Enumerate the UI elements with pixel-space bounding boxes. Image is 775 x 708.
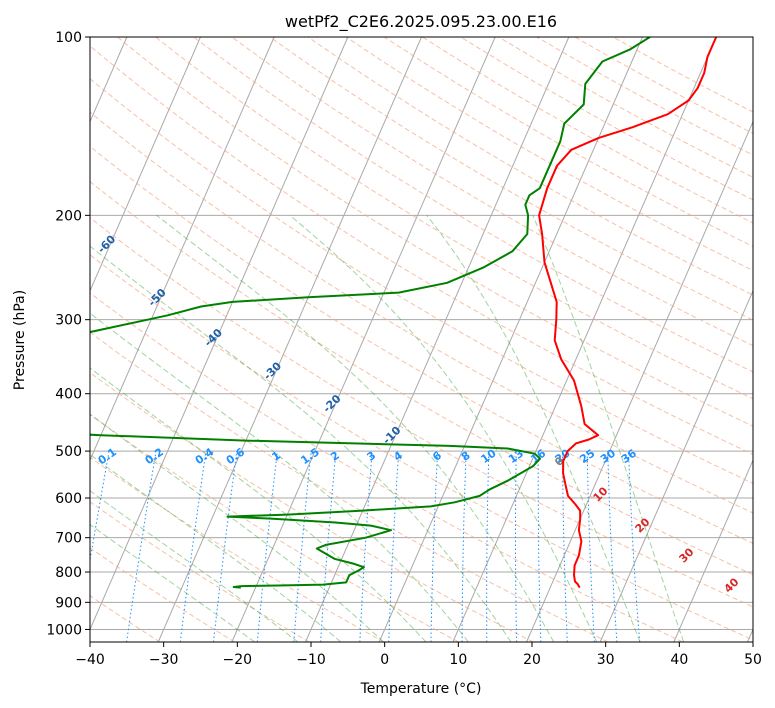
dry-adiabat-line <box>193 37 753 373</box>
dry-adiabat-line <box>117 37 753 427</box>
moist-adiabat-line <box>90 490 299 642</box>
dewpoint-profile-line <box>90 37 651 589</box>
x-tick-label: 20 <box>523 652 541 668</box>
dry-adiabat-line <box>90 413 459 642</box>
isotherm-line <box>673 458 753 642</box>
x-tick-label: 10 <box>449 652 467 668</box>
y-tick-label: 900 <box>55 595 82 611</box>
moist-adiabat-line <box>90 413 384 642</box>
moist-adiabat-line <box>426 214 641 642</box>
mixing-ratio-line <box>179 451 207 642</box>
mixing-ratio-line <box>256 451 278 642</box>
x-axis-title: Temperature (°C) <box>360 681 482 697</box>
moist-adiabat-line <box>90 312 469 642</box>
moist-adiabat-line <box>90 245 512 642</box>
x-tick-label: −20 <box>223 652 253 668</box>
isotherm-line <box>526 120 753 642</box>
dry-adiabat-line <box>90 145 753 544</box>
dry-adiabat-line <box>90 501 310 642</box>
x-tick-label: 30 <box>597 652 615 668</box>
y-tick-label: 100 <box>55 30 82 46</box>
isotherm-line <box>231 37 496 642</box>
dry-adiabat-line <box>90 292 684 642</box>
temperature-profile-line <box>538 37 718 589</box>
dry-adiabat-line <box>90 254 753 641</box>
isotherm-line <box>90 37 275 462</box>
y-tick-label: 400 <box>55 387 82 403</box>
y-tick-label: 300 <box>55 313 82 329</box>
dry-adiabat-line <box>90 181 753 576</box>
y-tick-label: 800 <box>55 565 82 581</box>
plot-frame <box>89 36 754 643</box>
dry-adiabat-line <box>90 371 534 642</box>
x-tick-label: −40 <box>75 652 105 668</box>
y-tick-label: 600 <box>55 491 82 507</box>
isotherm-line <box>599 289 753 642</box>
moist-adiabat-line <box>90 453 342 642</box>
x-tick-label: 40 <box>670 652 688 668</box>
mixing-ratio-line <box>320 451 337 642</box>
moist-adiabat-line <box>90 523 255 642</box>
background-lines <box>90 37 753 642</box>
moist-adiabat-line <box>532 215 685 642</box>
dry-adiabat-line <box>90 595 161 642</box>
isotherm-line <box>157 37 422 642</box>
mixing-ratio-line <box>126 451 157 642</box>
profile-series <box>90 37 718 589</box>
x-tick-label: 0 <box>380 652 389 668</box>
isotherm-line <box>90 37 349 631</box>
mixing-ratio-line <box>293 451 312 642</box>
y-tick-label: 700 <box>55 531 82 547</box>
chart-title: wetPf2_C2E6.2025.095.23.00.E16 <box>285 12 557 32</box>
axis-ticks: −40 −30 −20 −10 0 10 20 30 40 50 100 200 300 400 500 60… <box>46 30 762 668</box>
moist-adiabat-line <box>90 367 427 642</box>
moist-adiabat-line <box>289 214 598 642</box>
dry-adiabat-line <box>90 456 385 642</box>
y-tick-label: 1000 <box>46 622 82 638</box>
dry-adiabat-line <box>90 111 753 514</box>
moist-adiabat-line <box>156 214 555 642</box>
y-tick-label: 200 <box>55 208 82 224</box>
x-tick-label: −30 <box>149 652 179 668</box>
dry-adiabat-line <box>155 37 753 400</box>
y-axis-title: Pressure (hPa) <box>12 290 28 390</box>
isotherm-line <box>90 37 201 293</box>
x-tick-label: 50 <box>744 652 762 668</box>
mixing-ratio-line <box>213 451 238 642</box>
y-tick-label: 500 <box>55 444 82 460</box>
x-tick-label: −10 <box>296 652 326 668</box>
isotherm-line <box>452 37 717 642</box>
